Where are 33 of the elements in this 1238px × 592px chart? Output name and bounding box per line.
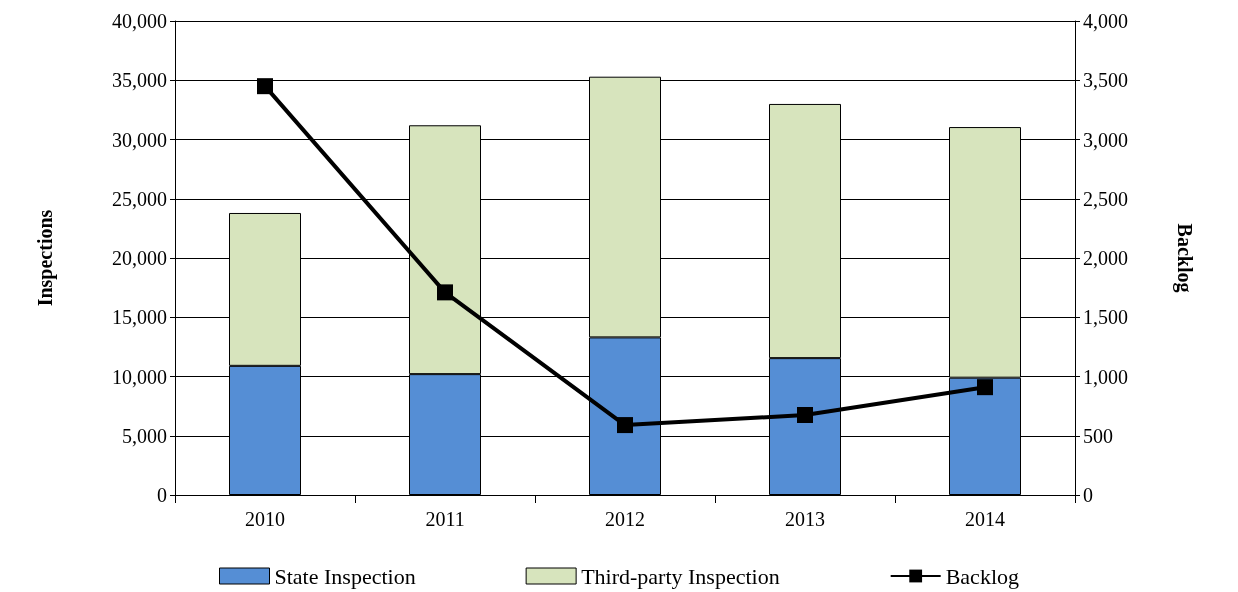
x-tick-label: 2012 [605, 508, 645, 530]
y2-axis-title: Backlog [1173, 223, 1196, 293]
y2-tick-label: 2,500 [1083, 187, 1128, 210]
point [617, 417, 633, 434]
point [437, 284, 453, 301]
x-tick-label: 2011 [425, 508, 465, 530]
x-tick-label: 2010 [245, 508, 285, 530]
x-tick-label: 2014 [965, 508, 1005, 530]
y-tick-label: 30,000 [112, 128, 167, 151]
y2-tick-label: 1,500 [1083, 306, 1128, 329]
y2-tick-label: 3,500 [1083, 69, 1128, 92]
y2-tick-label: 0 [1083, 484, 1093, 506]
legend-label: Backlog [945, 563, 1020, 589]
point [797, 407, 813, 424]
y2-tick-label: 1,000 [1083, 365, 1128, 388]
y-tick-label: 0 [157, 484, 167, 506]
y2-tick-label: 4,000 [1083, 10, 1128, 32]
point [977, 379, 993, 396]
y-tick-label: 10,000 [112, 365, 167, 388]
legend-label: State Inspection [274, 563, 416, 589]
y-tick-label: 25,000 [112, 187, 167, 210]
y-tick-label: 5,000 [122, 424, 167, 447]
y-tick-label: 20,000 [112, 247, 167, 269]
point [257, 78, 273, 95]
y-axis-title: Inspections [34, 209, 57, 307]
y2-tick-label: 500 [1083, 424, 1113, 447]
y2-tick-label: 3,000 [1083, 128, 1128, 151]
y-tick-label: 40,000 [112, 10, 167, 32]
legend-label: Third-party Inspection [581, 563, 780, 589]
y-tick-label: 35,000 [112, 69, 167, 92]
y2-tick-label: 2,000 [1083, 247, 1128, 269]
y-tick-label: 15,000 [112, 306, 167, 329]
x-tick-label: 2013 [785, 508, 825, 530]
